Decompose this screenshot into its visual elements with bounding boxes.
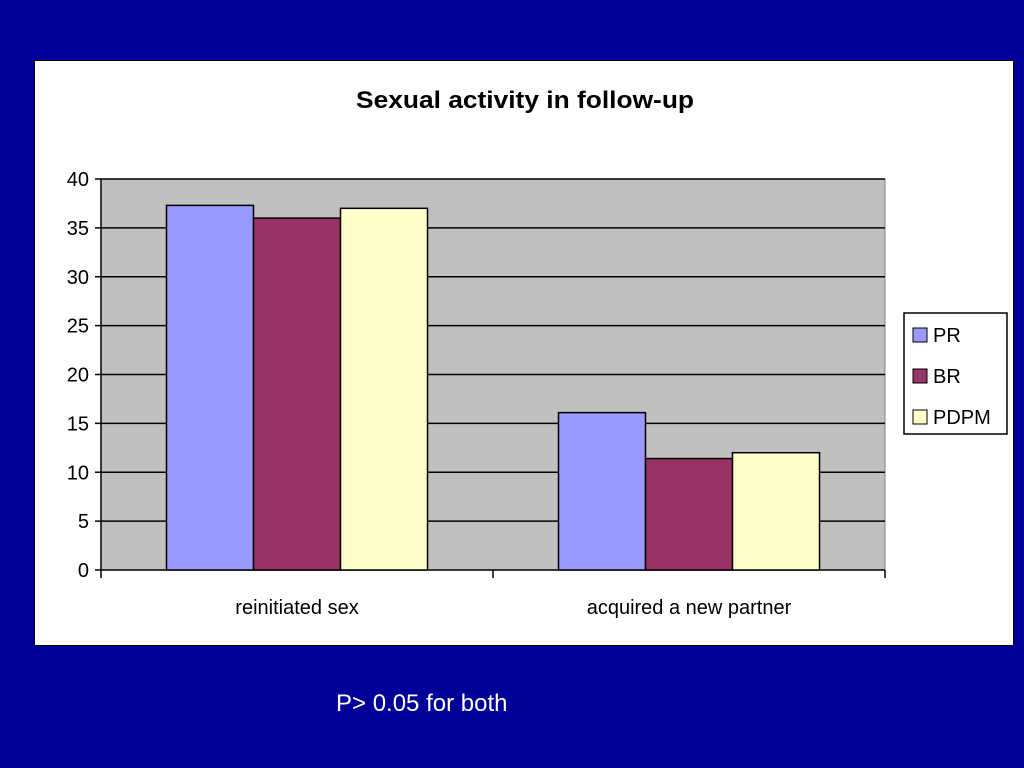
y-tick-label: 10	[67, 462, 89, 484]
x-tick-label: reinitiated sex	[235, 597, 358, 619]
bar-chart: Sexual activity in follow-up 0 5 10 15 20 25 30…	[67, 87, 1008, 619]
y-tick-label: 25	[67, 316, 89, 338]
bar-br	[252, 217, 342, 571]
bar-pdpm	[339, 207, 429, 571]
legend-label-br: BR	[933, 366, 961, 388]
y-tick-label: 0	[78, 560, 89, 582]
y-tick-label: 40	[67, 169, 89, 191]
y-tick-label: 35	[67, 218, 89, 240]
legend-swatch-pr	[912, 327, 928, 343]
x-tick-label: acquired a new partner	[587, 597, 792, 619]
footnote: P> 0.05 for both	[336, 690, 508, 717]
chart-title: Sexual activity in follow-up	[356, 87, 694, 114]
legend-swatch-br	[912, 368, 928, 384]
legend-swatch-pdpm	[912, 409, 928, 425]
y-tick-label: 15	[67, 413, 89, 435]
bar-pr	[557, 411, 647, 571]
bar-pdpm	[731, 451, 821, 571]
legend-label-pdpm: PDPM	[933, 407, 991, 429]
chart-panel: Sexual activity in follow-up 0 5 10 15 20 25 30…	[34, 60, 1014, 646]
y-tick-label: 30	[67, 267, 89, 289]
bar-pr	[165, 204, 255, 571]
y-tick-label: 5	[78, 511, 89, 533]
bar-br	[644, 457, 734, 571]
legend-label-pr: PR	[933, 325, 961, 347]
y-tick-label: 20	[67, 365, 89, 387]
